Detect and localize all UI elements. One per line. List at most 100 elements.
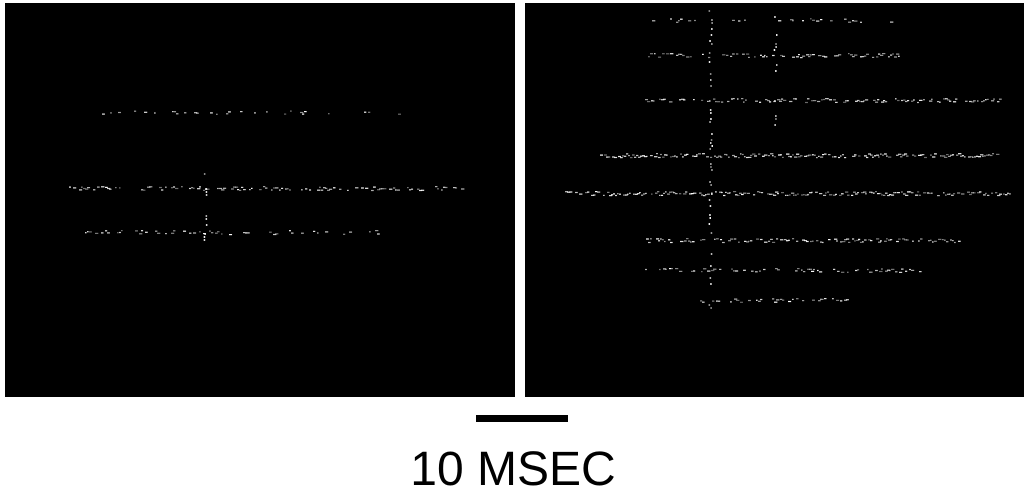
trace-dot — [265, 187, 268, 189]
trace-dot — [154, 112, 156, 114]
trace-dot — [716, 300, 718, 302]
trace-dot — [947, 193, 951, 195]
trace-dot — [685, 191, 688, 193]
trace-dot — [788, 239, 790, 241]
trace-dot — [852, 155, 856, 157]
trace-dot — [841, 271, 845, 273]
trace-dot — [880, 240, 882, 242]
trace-dot — [823, 194, 827, 196]
trace-dot — [773, 194, 777, 196]
trace-dot — [702, 53, 704, 55]
trace-dot — [107, 232, 110, 234]
trace-dot — [729, 192, 731, 194]
trace-dot — [919, 271, 922, 273]
trace-dot — [737, 194, 740, 196]
trace-dot — [364, 111, 367, 113]
trace-dot — [825, 98, 828, 100]
trace-dot — [664, 240, 666, 243]
trace-dot — [820, 19, 823, 21]
trace-dot — [738, 157, 740, 159]
trace-dot — [863, 191, 867, 193]
trace-dot — [720, 239, 723, 241]
trace-dot — [808, 154, 812, 156]
trace-dot — [929, 100, 933, 102]
trace-dot — [688, 240, 691, 242]
trace-dot — [949, 100, 952, 102]
trace-dot — [886, 238, 888, 240]
trace-dot — [219, 187, 223, 190]
trace-dot — [894, 56, 898, 58]
trace-dot — [915, 194, 919, 196]
trace-dot — [833, 99, 836, 101]
trace-dot — [903, 193, 906, 195]
trace-dot — [285, 188, 287, 190]
trace-dot — [650, 238, 652, 240]
trace-dot — [651, 193, 653, 195]
trace-dot — [917, 191, 920, 193]
trace-dot — [237, 189, 240, 191]
trace-dot — [678, 53, 681, 55]
trace-dot — [981, 101, 984, 103]
trace-dot — [1009, 193, 1011, 195]
trace-dot — [615, 194, 617, 197]
trace-dot — [791, 192, 795, 194]
trace-dot — [734, 238, 737, 240]
trace-dot — [984, 155, 986, 157]
trace-dot — [786, 240, 789, 242]
trace-dot — [932, 156, 936, 158]
trace-dot — [595, 191, 598, 193]
trace-dot — [181, 186, 183, 188]
trace-dot — [773, 49, 776, 51]
trace-dot — [819, 271, 823, 273]
left-panel — [5, 3, 515, 397]
trace-dot — [769, 101, 772, 103]
trace-dot — [681, 98, 685, 100]
trace-dot — [317, 232, 319, 234]
trace-dot — [827, 98, 830, 100]
trace-dot — [772, 155, 774, 157]
trace-dot — [203, 189, 206, 191]
trace-dot — [880, 54, 884, 56]
trace-dot — [289, 230, 291, 232]
trace-dot — [923, 192, 927, 194]
trace-dot — [809, 192, 813, 194]
trace-dot — [857, 269, 860, 271]
trace-dot — [986, 154, 989, 156]
trace-dot — [946, 241, 949, 243]
trace-dot — [812, 154, 814, 156]
trace-dot — [931, 98, 933, 100]
trace-dot — [266, 111, 268, 113]
trace-dot — [906, 239, 909, 241]
trace-dot — [869, 191, 873, 193]
trace-dot — [716, 238, 719, 240]
trace-dot — [659, 268, 661, 271]
trace-dot — [173, 186, 176, 188]
trace-dot — [247, 232, 250, 234]
trace-dot — [732, 154, 735, 157]
trace-dot — [737, 98, 739, 100]
trace-dot — [759, 191, 761, 193]
trace-dot — [709, 205, 712, 207]
trace-dot — [671, 191, 674, 193]
trace-dot — [730, 55, 733, 57]
trace-dot — [797, 268, 800, 270]
trace-dot — [665, 268, 667, 270]
trace-dot — [732, 53, 735, 55]
trace-dot — [962, 155, 964, 157]
trace-dot — [205, 224, 208, 226]
trace-dot — [871, 192, 873, 194]
trace-dot — [764, 54, 766, 57]
trace-dot — [861, 101, 865, 103]
trace-dot — [822, 298, 824, 300]
trace-dot — [761, 192, 764, 194]
trace-dot — [792, 154, 794, 156]
trace-dot — [304, 111, 307, 113]
trace-dot — [211, 232, 214, 234]
trace-dot — [662, 239, 664, 241]
trace-dot — [155, 230, 158, 232]
trace-dot — [638, 156, 641, 158]
trace-dot — [597, 191, 601, 193]
trace-dot — [398, 113, 401, 115]
trace-dot — [614, 156, 618, 159]
trace-dot — [73, 187, 77, 189]
